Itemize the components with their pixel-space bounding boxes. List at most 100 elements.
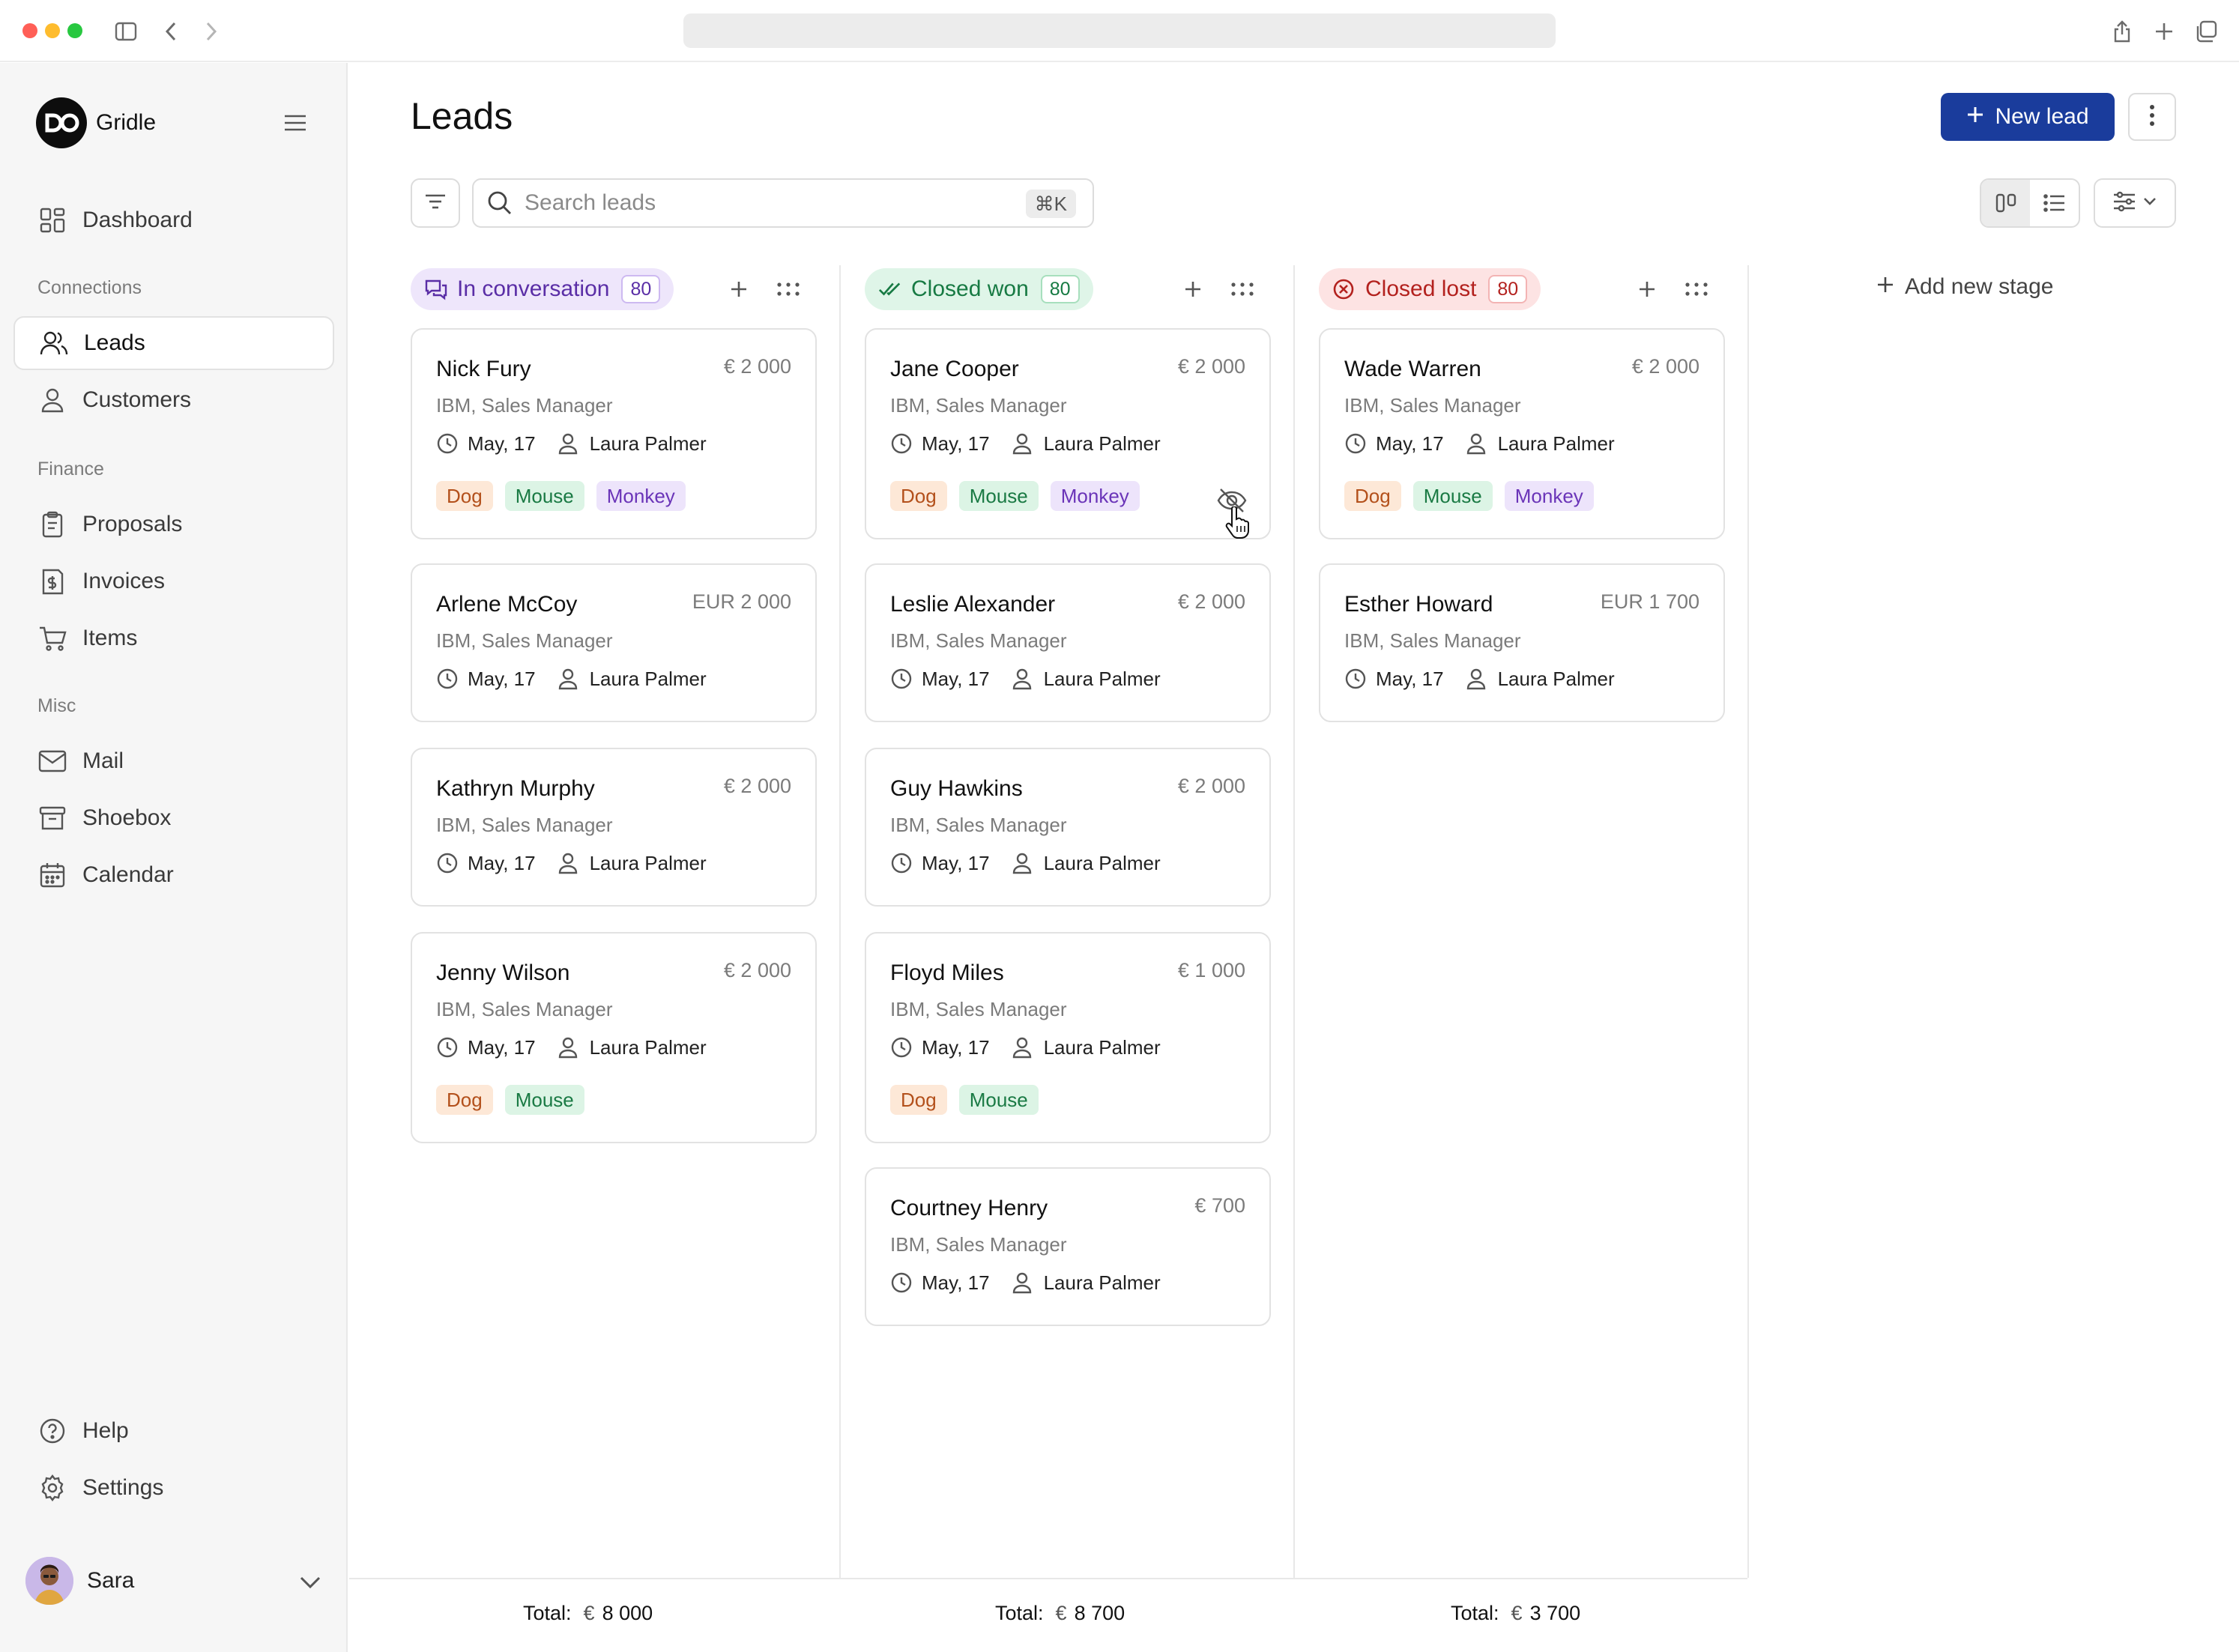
add-new-stage-button[interactable]: Add new stage xyxy=(1876,274,2053,300)
lead-card[interactable]: Wade Warren € 2 000 IBM, Sales Manager M… xyxy=(1319,328,1725,539)
user-menu[interactable]: Sara xyxy=(25,1554,325,1608)
lead-card[interactable]: Floyd Miles € 1 000 IBM, Sales Manager M… xyxy=(865,932,1271,1143)
tabs-overview-icon[interactable] xyxy=(2191,16,2221,46)
tag[interactable]: Mouse xyxy=(504,481,584,511)
sidebar-item-settings[interactable]: Settings xyxy=(13,1461,334,1515)
shortcut-badge: ⌘K xyxy=(1025,190,1076,218)
board-view-button[interactable] xyxy=(1981,180,2030,226)
drag-handle-icon[interactable] xyxy=(1227,274,1257,304)
lead-card[interactable]: Esther Howard EUR 1 700 IBM, Sales Manag… xyxy=(1319,563,1725,722)
tag[interactable]: Dog xyxy=(1344,481,1401,511)
more-options-button[interactable] xyxy=(2128,93,2176,141)
eye-off-icon[interactable] xyxy=(1215,484,1248,517)
total-label: Total: xyxy=(995,1602,1044,1624)
tag[interactable]: Dog xyxy=(890,481,947,511)
forward-icon[interactable] xyxy=(196,16,226,46)
plus-icon xyxy=(1876,274,1894,300)
share-icon[interactable] xyxy=(2107,16,2137,46)
sidebar-item-mail[interactable]: Mail xyxy=(13,734,334,788)
sidebar-item-proposals[interactable]: Proposals xyxy=(13,497,334,551)
lead-meta: May, 17 Laura Palmer xyxy=(1344,432,1615,456)
lead-name: Guy Hawkins xyxy=(890,776,1023,801)
user-icon xyxy=(1466,432,1490,456)
sidebar-item-help[interactable]: Help xyxy=(13,1404,334,1458)
lead-card[interactable]: Kathryn Murphy € 2 000 IBM, Sales Manage… xyxy=(411,748,817,907)
user-icon xyxy=(558,667,582,691)
address-bar[interactable] xyxy=(683,13,1556,48)
stage-header[interactable]: In conversation 80 xyxy=(411,268,674,310)
stage-header[interactable]: Closed lost 80 xyxy=(1319,268,1541,310)
sidebar-item-label: Proposals xyxy=(82,512,183,536)
sidebar-item-dashboard[interactable]: Dashboard xyxy=(13,193,334,247)
lead-owner: Laura Palmer xyxy=(1497,667,1615,690)
display-settings-dropdown[interactable] xyxy=(2094,178,2176,228)
lead-date: May, 17 xyxy=(922,667,990,690)
drag-handle-icon[interactable] xyxy=(773,274,803,304)
menu-icon[interactable] xyxy=(282,109,309,136)
total-value: 8 000 xyxy=(602,1602,653,1624)
clock-icon xyxy=(436,1035,460,1059)
lead-name: Kathryn Murphy xyxy=(436,776,595,801)
close-window-button[interactable] xyxy=(22,23,37,38)
lead-card[interactable]: Nick Fury € 2 000 IBM, Sales Manager May… xyxy=(411,328,817,539)
filter-button[interactable] xyxy=(411,178,460,228)
tag[interactable]: Mouse xyxy=(504,1085,584,1115)
lead-owner: Laura Palmer xyxy=(1497,432,1615,455)
column-total: Total: € 3 700 xyxy=(1451,1602,1580,1625)
sidebar-item-leads[interactable]: Leads xyxy=(13,316,334,370)
stage-header[interactable]: Closed won 80 xyxy=(865,268,1093,310)
lead-meta: May, 17 Laura Palmer xyxy=(436,851,707,875)
sidebar-item-label: Customers xyxy=(82,387,192,412)
lead-card[interactable]: Courtney Henry € 700 IBM, Sales Manager … xyxy=(865,1167,1271,1326)
tag[interactable]: Monkey xyxy=(596,481,686,511)
lead-date: May, 17 xyxy=(922,1035,990,1059)
tag[interactable]: Mouse xyxy=(1412,481,1493,511)
search-input[interactable] xyxy=(525,190,1004,216)
tag[interactable]: Dog xyxy=(436,1085,493,1115)
more-vertical-icon xyxy=(2149,104,2155,130)
lead-card[interactable]: Leslie Alexander € 2 000 IBM, Sales Mana… xyxy=(865,563,1271,722)
lead-card[interactable]: Jenny Wilson € 2 000 IBM, Sales Manager … xyxy=(411,932,817,1143)
add-lead-to-stage-icon[interactable] xyxy=(724,274,754,304)
add-lead-to-stage-icon[interactable] xyxy=(1178,274,1208,304)
brand[interactable]: Gridle xyxy=(36,97,156,149)
cart-icon xyxy=(37,623,67,653)
sidebar-item-label: Items xyxy=(82,626,138,650)
sidebar-toggle-icon[interactable] xyxy=(111,16,141,46)
sidebar-item-customers[interactable]: Customers xyxy=(13,373,334,427)
lead-card[interactable]: Arlene McCoy EUR 2 000 IBM, Sales Manage… xyxy=(411,563,817,722)
tag[interactable]: Monkey xyxy=(1504,481,1594,511)
tag[interactable]: Dog xyxy=(436,481,493,511)
tag[interactable]: Dog xyxy=(890,1085,947,1115)
clock-icon xyxy=(890,851,914,875)
sidebar-item-items[interactable]: Items xyxy=(13,611,334,665)
column-divider xyxy=(1747,265,1749,1578)
minimize-window-button[interactable] xyxy=(45,23,60,38)
tag[interactable]: Mouse xyxy=(958,1085,1039,1115)
chevron-down-icon xyxy=(2142,196,2157,211)
sidebar-item-label: Calendar xyxy=(82,862,174,887)
sidebar-item-label: Mail xyxy=(82,748,124,773)
lead-card[interactable]: Guy Hawkins € 2 000 IBM, Sales Manager M… xyxy=(865,748,1271,907)
sidebar-item-shoebox[interactable]: Shoebox xyxy=(13,791,334,845)
chevron-down-icon[interactable] xyxy=(295,1567,325,1597)
maximize-window-button[interactable] xyxy=(67,23,82,38)
lead-company: IBM, Sales Manager xyxy=(890,394,1067,417)
tag[interactable]: Monkey xyxy=(1050,481,1140,511)
clipboard-icon xyxy=(37,509,67,539)
new-lead-button[interactable]: New lead xyxy=(1941,93,2115,141)
lead-name: Esther Howard xyxy=(1344,592,1493,617)
lead-meta: May, 17 Laura Palmer xyxy=(890,667,1161,691)
total-value: 3 700 xyxy=(1529,1602,1581,1624)
new-tab-icon[interactable] xyxy=(2149,16,2179,46)
sidebar-item-calendar[interactable]: Calendar xyxy=(13,848,334,902)
lead-amount: EUR 1 700 xyxy=(1600,590,1699,613)
search-bar[interactable]: ⌘K xyxy=(472,178,1094,228)
tag[interactable]: Mouse xyxy=(958,481,1039,511)
add-lead-to-stage-icon[interactable] xyxy=(1632,274,1662,304)
back-icon[interactable] xyxy=(156,16,186,46)
drag-handle-icon[interactable] xyxy=(1681,274,1711,304)
sidebar-item-invoices[interactable]: Invoices xyxy=(13,554,334,608)
lead-card[interactable]: Jane Cooper € 2 000 IBM, Sales Manager M… xyxy=(865,328,1271,539)
list-view-button[interactable] xyxy=(2030,180,2079,226)
